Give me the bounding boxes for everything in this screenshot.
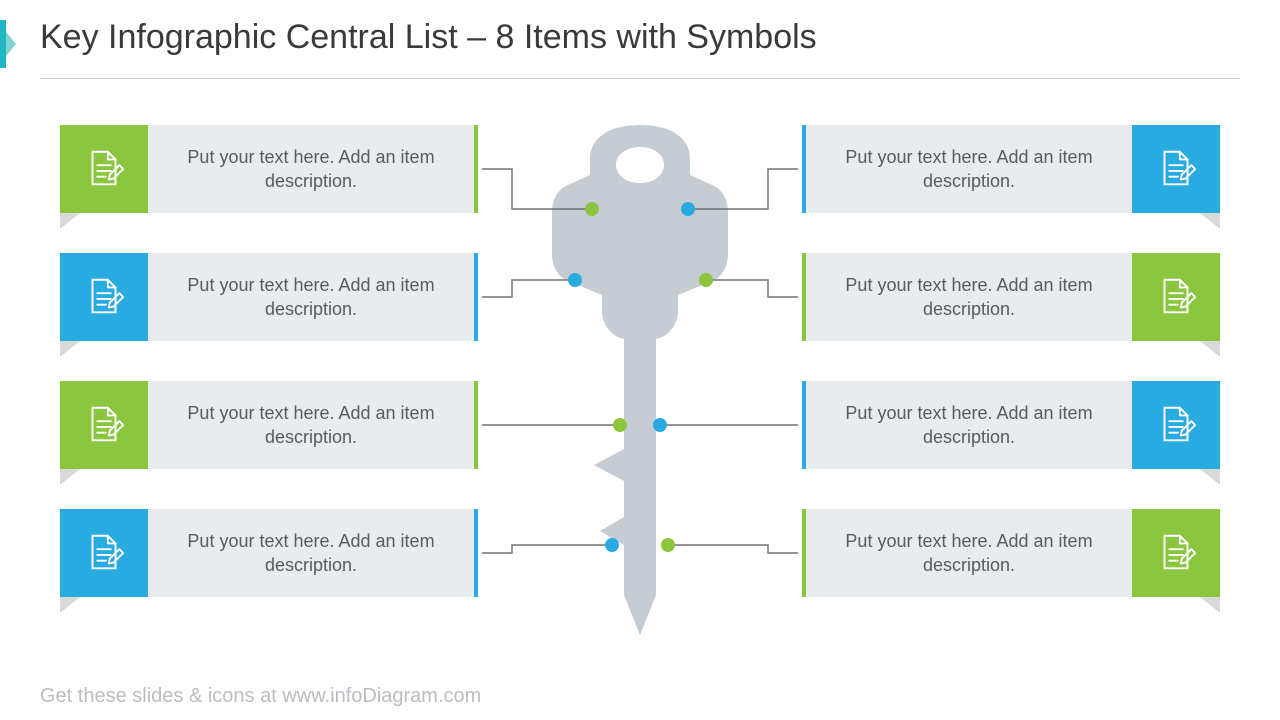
connector-dot xyxy=(681,202,695,216)
item-textbox: Put your text here. Add an item descript… xyxy=(802,381,1132,469)
item-textbox: Put your text here. Add an item descript… xyxy=(148,509,478,597)
list-item: Put your text here. Add an item descript… xyxy=(60,381,478,469)
footer-text: Get these slides & icons at www.infoDiag… xyxy=(40,685,481,708)
document-edit-icon xyxy=(81,146,127,192)
page-title: Key Infographic Central List – 8 Items w… xyxy=(40,18,817,57)
document-edit-icon xyxy=(1153,530,1199,576)
title-accent xyxy=(0,20,12,68)
connector-dot xyxy=(568,273,582,287)
connector-dot xyxy=(653,418,667,432)
list-item: Put your text here. Add an item descript… xyxy=(802,125,1220,213)
item-textbox: Put your text here. Add an item descript… xyxy=(148,381,478,469)
list-item: Put your text here. Add an item descript… xyxy=(60,509,478,597)
list-item: Put your text here. Add an item descript… xyxy=(60,253,478,341)
item-textbox: Put your text here. Add an item descript… xyxy=(148,253,478,341)
item-iconbox xyxy=(60,125,148,213)
item-textbox: Put your text here. Add an item descript… xyxy=(802,125,1132,213)
item-iconbox xyxy=(60,381,148,469)
list-item: Put your text here. Add an item descript… xyxy=(802,509,1220,597)
item-iconbox xyxy=(60,509,148,597)
list-item: Put your text here. Add an item descript… xyxy=(802,253,1220,341)
item-textbox: Put your text here. Add an item descript… xyxy=(802,509,1132,597)
key-shape xyxy=(540,125,740,635)
item-iconbox xyxy=(1132,253,1220,341)
item-textbox: Put your text here. Add an item descript… xyxy=(148,125,478,213)
connector-dot xyxy=(605,538,619,552)
document-edit-icon xyxy=(81,530,127,576)
document-edit-icon xyxy=(1153,402,1199,448)
item-iconbox xyxy=(1132,509,1220,597)
document-edit-icon xyxy=(81,402,127,448)
connector-dot xyxy=(661,538,675,552)
item-iconbox xyxy=(1132,125,1220,213)
title-underline xyxy=(40,78,1240,79)
document-edit-icon xyxy=(1153,146,1199,192)
item-textbox: Put your text here. Add an item descript… xyxy=(802,253,1132,341)
item-iconbox xyxy=(1132,381,1220,469)
document-edit-icon xyxy=(81,274,127,320)
item-iconbox xyxy=(60,253,148,341)
document-edit-icon xyxy=(1153,274,1199,320)
infographic-stage: Put your text here. Add an item descript… xyxy=(0,95,1280,675)
connector-dot xyxy=(585,202,599,216)
key-icon xyxy=(540,125,740,635)
list-item: Put your text here. Add an item descript… xyxy=(802,381,1220,469)
connector-dot xyxy=(699,273,713,287)
connector-dot xyxy=(613,418,627,432)
list-item: Put your text here. Add an item descript… xyxy=(60,125,478,213)
